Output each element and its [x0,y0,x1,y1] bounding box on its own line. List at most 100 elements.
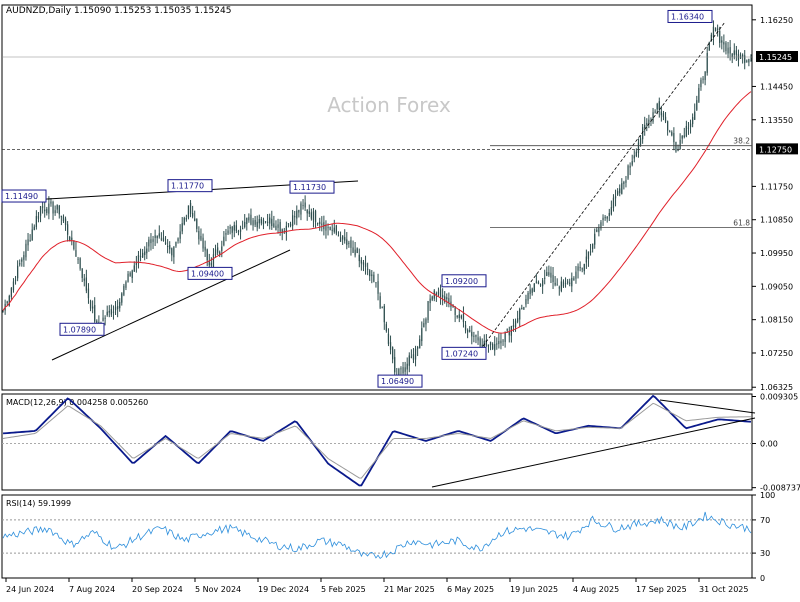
candle-body [569,282,571,284]
candle-body [392,347,394,360]
x-tick-label: 7 Aug 2024 [69,585,115,594]
candle-body [127,273,129,282]
rsi-y-tick-label: 70 [760,516,770,525]
candle-body [398,369,400,375]
candle-body [735,50,737,55]
candle-body [492,344,494,350]
candle-body [562,281,565,287]
candle-body [604,216,606,219]
price-panel-frame [1,4,753,391]
candle-body [729,47,731,54]
candle-body [642,127,644,140]
key-point-label: 1.11490 [5,192,38,201]
candle-body [300,203,302,215]
candle-body [723,42,725,45]
candle-body [39,206,42,216]
candle-body [106,311,108,316]
candle-body [629,165,631,168]
candle-body [646,122,648,125]
candle-body [456,315,458,317]
candle-body [12,281,15,291]
candle-body [21,259,23,262]
candle-body [67,224,69,235]
candle-body [329,227,331,231]
rsi-y-tick-label: 30 [760,549,770,558]
candle-body [539,284,542,286]
candle-body [531,288,533,293]
candle-body [256,221,258,228]
candle-body [331,229,333,231]
candle-body [133,265,135,272]
x-tick-label: 20 Sep 2024 [132,585,183,594]
candle-body [206,249,208,261]
candle-body [358,254,360,262]
candle-body [179,231,181,239]
key-point-box [187,266,233,280]
moving-average-line [2,91,752,334]
candle-body [373,274,375,282]
candle-body [75,250,77,257]
candle-body [579,267,581,269]
last-price-label: 1.15245 [759,53,792,62]
candle-body [454,306,456,315]
x-tick-label: 5 Nov 2024 [195,585,241,594]
fib-level-label: 38.2 [733,137,750,146]
candle-body [542,280,544,287]
candle-body [381,307,383,309]
candle-body [139,256,142,258]
candle-body [92,306,94,309]
candle-body [446,297,448,300]
candle-body [648,119,650,125]
candle-body [296,210,298,219]
candle-body [696,100,698,110]
candle-body [658,101,660,110]
candle-body [383,305,385,323]
price-y-tick-label: 1.06325 [760,383,793,392]
candle-body [485,340,487,346]
candle-body [19,263,21,265]
candle-body [627,165,629,179]
candle-body [673,132,675,143]
candle-body [633,155,635,159]
candle-body [369,270,371,277]
candle-body [150,239,152,244]
key-point-label: 1.11730 [293,183,326,192]
price-y-tick-label: 1.07250 [760,349,793,358]
candle-body [462,314,465,323]
candle-body [529,289,531,295]
candle-body [175,241,177,247]
candle-body [25,243,27,258]
candle-body [652,112,654,122]
x-tick-label: 6 May 2025 [447,585,494,594]
support-level-label: 1.12750 [759,145,792,154]
candle-body [706,52,708,73]
candle-body [42,206,44,208]
candle-body [54,210,56,214]
candle-body [637,142,640,153]
candle-body [458,314,460,319]
candle-body [194,218,196,221]
rsi-panel-frame [1,494,753,579]
candle-body [219,251,221,255]
candle-body [733,50,735,55]
candle-body [423,323,425,328]
key-point-box [289,180,335,194]
candle-body [304,202,306,208]
candle-body [521,307,523,310]
x-tick-label: 4 Aug 2025 [573,585,619,594]
candle-body [94,305,96,322]
candle-body [385,324,387,332]
candle-body [339,237,342,242]
candle-body [29,240,31,242]
candle-body [610,207,612,215]
candle-body [589,251,592,253]
candle-body [312,211,315,221]
chart-header: AUDNZD,Daily 1.15090 1.15253 1.15035 1.1… [6,6,231,16]
candle-body [362,262,365,265]
candle-body [102,317,104,322]
fib-level-label: 61.8 [733,218,750,227]
candle-body [679,139,681,150]
candle-body [189,202,192,214]
x-tick-label: 31 Oct 2025 [699,585,748,594]
candle-body [437,291,440,295]
